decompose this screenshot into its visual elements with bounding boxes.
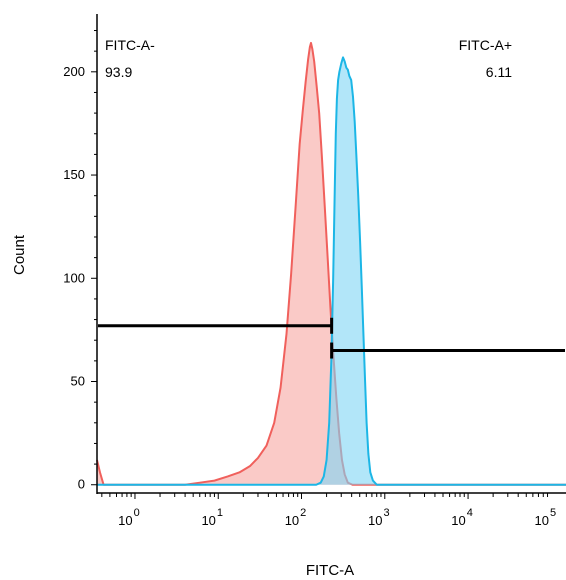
y-tick-label: 100: [63, 270, 85, 285]
x-axis-label: FITC-A: [306, 562, 354, 579]
plot-area: [96, 41, 566, 486]
x-tick-label: 105: [535, 507, 557, 528]
x-tick-label: 103: [368, 507, 390, 528]
x-tick-label: 104: [451, 507, 473, 528]
gate-positive-name: FITC-A+: [459, 37, 512, 53]
series-positive-area-fill: [97, 57, 566, 485]
y-tick-label: 200: [63, 64, 85, 79]
series-positive-area-line: [97, 56, 566, 486]
x-tick-label: 102: [285, 507, 307, 528]
gate-positive-value: 6.11: [486, 64, 512, 80]
y-tick-label: 0: [78, 477, 85, 492]
gate-negative-value: 93.9: [105, 64, 132, 80]
gates: [98, 317, 565, 359]
y-axis-label: Count: [11, 234, 28, 275]
y-tick-label: 50: [71, 374, 85, 389]
x-tick-label: 100: [118, 507, 140, 528]
y-tick-label: 150: [63, 167, 85, 182]
labels: FITC-A- 93.9 FITC-A+ 6.11 FITC-A Count: [11, 37, 512, 579]
axes: 0 50 100 150 200 100 101 102 103 104 105: [63, 14, 566, 528]
gate-negative-name: FITC-A-: [105, 37, 155, 53]
x-tick-label: 101: [201, 507, 223, 528]
